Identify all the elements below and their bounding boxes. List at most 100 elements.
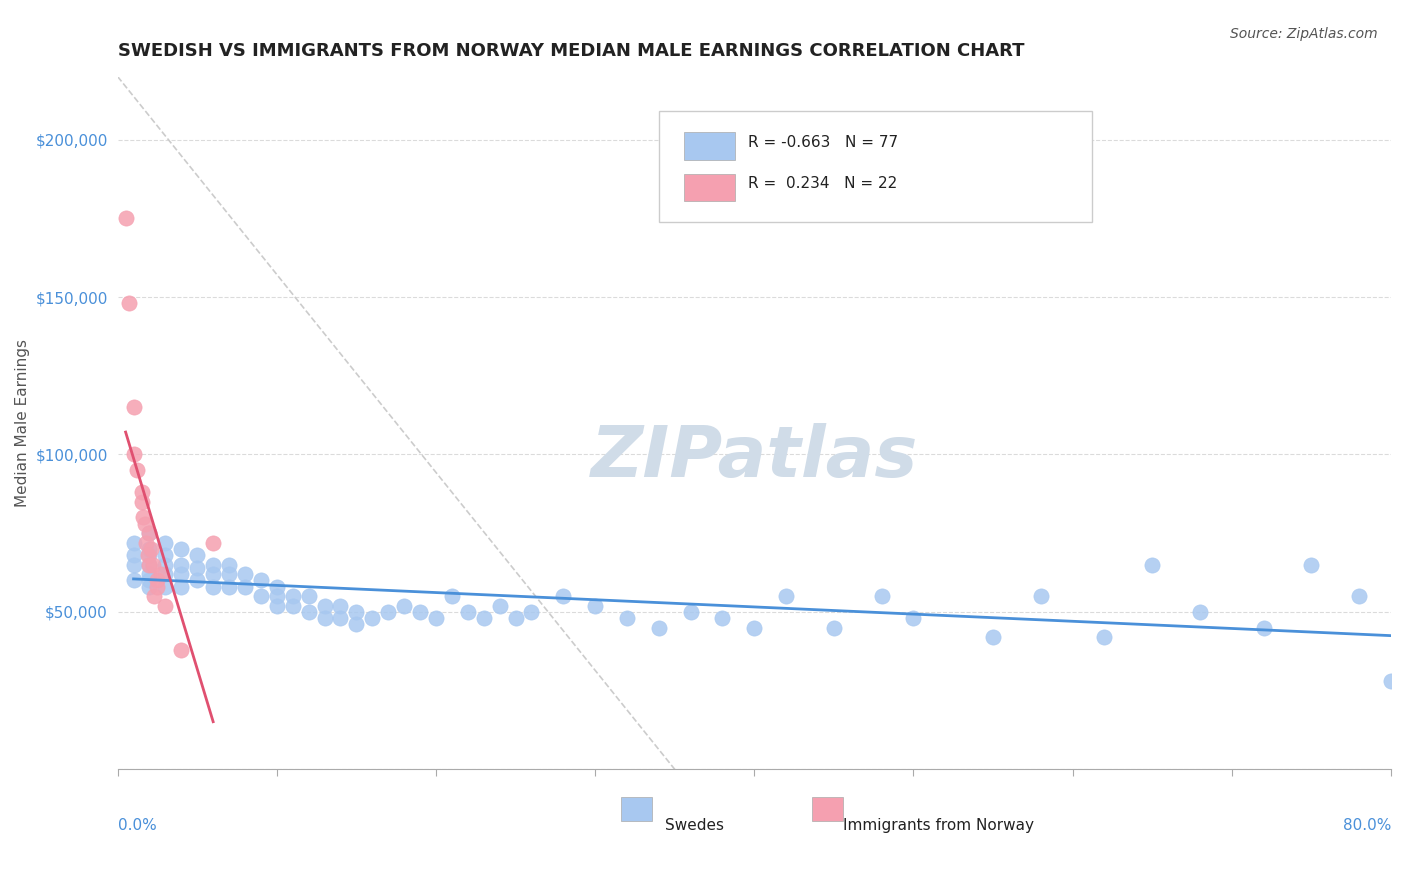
Point (250, 589, 273, 603)
Point (122, 558, 145, 572)
Point (583, 599, 606, 613)
Point (122, 548, 145, 562)
Point (344, 605, 367, 619)
Text: R =  0.234   N = 22: R = 0.234 N = 22 (748, 177, 897, 192)
Text: SWEDISH VS IMMIGRANTS FROM NORWAY MEDIAN MALE EARNINGS CORRELATION CHART: SWEDISH VS IMMIGRANTS FROM NORWAY MEDIAN… (118, 42, 1024, 60)
Point (1142, 558, 1164, 572)
Point (392, 599, 415, 613)
Point (122, 574, 145, 588)
Point (138, 558, 160, 572)
Point (122, 447, 145, 461)
Point (142, 558, 165, 572)
Point (1301, 558, 1323, 572)
Point (250, 574, 273, 588)
Point (440, 589, 463, 603)
Point (155, 535, 177, 549)
Point (409, 605, 432, 619)
Point (114, 211, 136, 226)
Point (616, 611, 638, 625)
Point (775, 589, 797, 603)
Point (155, 580, 177, 594)
Point (329, 611, 352, 625)
Point (377, 605, 399, 619)
Point (218, 558, 240, 572)
Point (202, 567, 225, 582)
Point (146, 580, 169, 594)
Point (138, 548, 160, 562)
Point (170, 642, 193, 657)
Point (135, 535, 157, 549)
Point (170, 567, 193, 582)
Point (329, 599, 352, 613)
FancyBboxPatch shape (620, 797, 652, 822)
Point (131, 485, 153, 500)
Point (138, 541, 160, 556)
Point (146, 574, 169, 588)
Point (711, 611, 734, 625)
Point (131, 494, 153, 508)
Point (155, 567, 177, 582)
Point (281, 589, 304, 603)
Point (202, 580, 225, 594)
Point (138, 574, 160, 588)
Point (143, 589, 166, 603)
Point (505, 611, 527, 625)
Point (138, 526, 160, 541)
Point (981, 630, 1004, 644)
FancyBboxPatch shape (659, 112, 1092, 222)
Point (314, 599, 336, 613)
Point (520, 605, 543, 619)
FancyBboxPatch shape (685, 132, 735, 160)
Point (361, 611, 384, 625)
Point (488, 599, 510, 613)
Text: Swedes: Swedes (665, 818, 724, 833)
Point (155, 599, 177, 613)
Point (233, 580, 256, 594)
Point (1094, 630, 1116, 644)
Point (125, 463, 148, 477)
Text: Source: ZipAtlas.com: Source: ZipAtlas.com (1230, 27, 1378, 41)
Point (170, 580, 193, 594)
Point (136, 548, 159, 562)
Point (132, 510, 155, 524)
Point (138, 580, 160, 594)
Point (281, 599, 304, 613)
Point (903, 611, 925, 625)
Point (298, 605, 321, 619)
Point (1188, 605, 1211, 619)
Point (170, 558, 193, 572)
Point (134, 516, 156, 531)
Point (202, 558, 225, 572)
Point (1379, 674, 1402, 689)
Point (233, 567, 256, 582)
FancyBboxPatch shape (685, 174, 735, 202)
FancyBboxPatch shape (811, 797, 844, 822)
Point (149, 567, 172, 582)
Point (1029, 589, 1052, 603)
Point (170, 541, 193, 556)
Text: 80.0%: 80.0% (1343, 818, 1391, 833)
Point (122, 401, 145, 415)
Point (314, 611, 336, 625)
Point (648, 621, 671, 635)
Point (425, 611, 447, 625)
Text: Immigrants from Norway: Immigrants from Norway (844, 818, 1035, 833)
Point (139, 541, 162, 556)
Point (186, 574, 208, 588)
Point (186, 561, 208, 575)
Point (870, 589, 893, 603)
Point (744, 621, 766, 635)
Point (138, 526, 160, 541)
Point (298, 589, 321, 603)
Point (218, 567, 240, 582)
Point (1253, 621, 1275, 635)
Point (266, 589, 288, 603)
Point (202, 535, 225, 549)
Point (823, 621, 845, 635)
Point (344, 617, 367, 632)
Point (155, 548, 177, 562)
Point (266, 580, 288, 594)
Point (553, 589, 575, 603)
Point (118, 296, 141, 310)
Point (186, 548, 208, 562)
